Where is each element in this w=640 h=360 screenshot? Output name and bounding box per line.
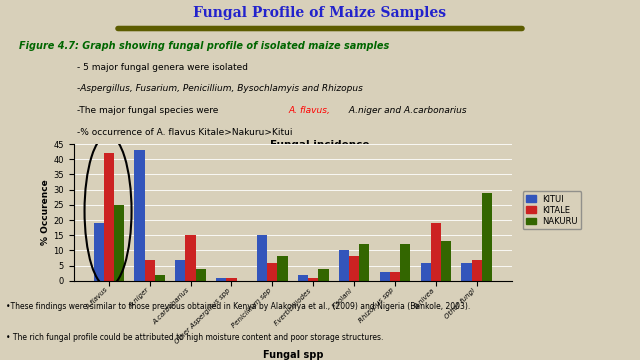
Bar [441,241,451,281]
Bar [308,278,318,281]
Text: -% occurrence of A. flavus Kitale>Nakuru>Kitui: -% occurrence of A. flavus Kitale>Nakuru… [77,128,292,137]
Text: -Aspergillus, Fusarium, Penicillium, Bysochlamyis and Rhizopus: -Aspergillus, Fusarium, Penicillium, Bys… [77,84,363,93]
Text: Fungal incidence: Fungal incidence [270,140,370,150]
Bar [400,244,410,281]
Bar [339,251,349,281]
Bar [278,256,288,281]
Bar [359,244,369,281]
Bar [268,262,278,281]
Text: -The major fungal species were: -The major fungal species were [77,106,221,115]
Bar [216,278,227,281]
Bar [461,262,472,281]
Bar [114,205,124,281]
X-axis label: Fungal spp: Fungal spp [262,350,323,360]
Text: • The rich fungal profile could be attributed to high moisture content and poor : • The rich fungal profile could be attri… [6,333,384,342]
Text: •These findings were similar to those previous obtained in Kenya by Alakonya et : •These findings were similar to those pr… [6,302,470,311]
Bar [175,260,186,281]
Text: Figure 4.7: Graph showing fungal profile of isolated maize samples: Figure 4.7: Graph showing fungal profile… [19,41,390,51]
Bar [298,275,308,281]
Bar [196,269,206,281]
Bar [227,278,237,281]
Legend: KITUI, KITALE, NAKURU: KITUI, KITALE, NAKURU [523,192,581,229]
Bar [431,223,441,281]
Text: - 5 major fungal genera were isolated: - 5 major fungal genera were isolated [77,63,248,72]
Y-axis label: % Occurence: % Occurence [42,180,51,245]
Bar [104,153,114,281]
Bar [472,260,482,281]
Text: Fungal Profile of Maize Samples: Fungal Profile of Maize Samples [193,6,447,20]
Bar [318,269,328,281]
Bar [145,260,155,281]
Bar [186,235,196,281]
Bar [390,272,400,281]
Bar [257,235,268,281]
Bar [482,193,492,281]
Bar [134,150,145,281]
Text: A.niger and A.carbonarius: A.niger and A.carbonarius [346,106,466,115]
Bar [155,275,165,281]
Bar [93,223,104,281]
Bar [349,256,359,281]
Bar [380,272,390,281]
Bar [420,262,431,281]
Text: A. flavus,: A. flavus, [288,106,330,115]
